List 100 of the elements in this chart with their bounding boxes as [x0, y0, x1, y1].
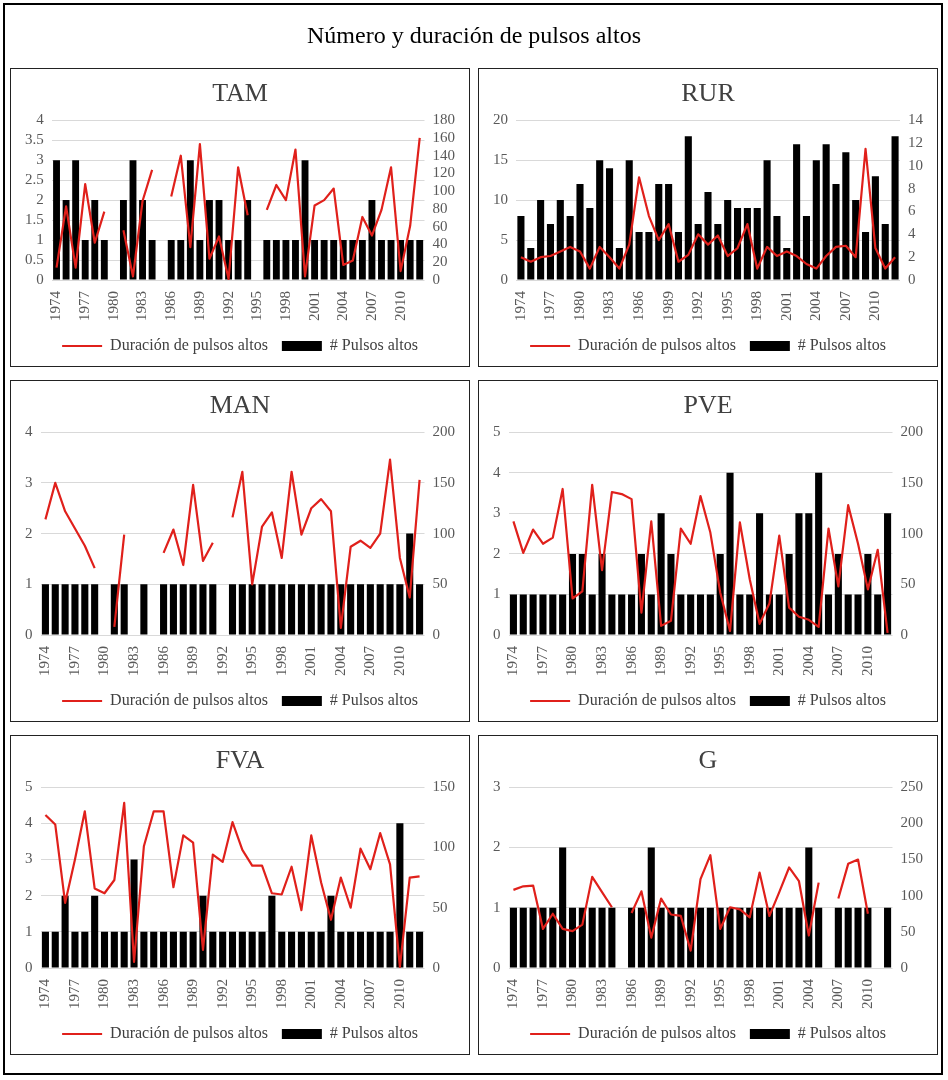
x-tick-label: 1989 [190, 291, 207, 321]
y-tick-label: 1 [25, 575, 33, 592]
x-tick-label: 1995 [243, 979, 260, 1009]
bar [258, 931, 266, 968]
bar [196, 240, 204, 280]
y2-tick-label: 0 [900, 958, 908, 975]
x-tick-label: 2001 [305, 291, 322, 321]
x-tick-label: 2010 [390, 646, 407, 676]
y-tick-label: 10 [493, 191, 508, 208]
bar [854, 594, 862, 635]
y-tick-label: 2.5 [25, 171, 44, 188]
bar [416, 931, 424, 968]
legend-label: # Pulsos altos [329, 336, 418, 354]
bar [861, 232, 870, 280]
x-tick-label: 2007 [829, 645, 846, 676]
bar [537, 200, 545, 280]
bar [347, 931, 355, 968]
bar [842, 152, 850, 280]
x-tick-label: 1983 [600, 291, 617, 321]
bar [724, 200, 732, 280]
bar [376, 931, 384, 968]
y2-tick-label: 6 [908, 202, 916, 219]
bar [71, 931, 79, 968]
bar [248, 931, 256, 968]
bar [160, 931, 168, 968]
x-tick-label: 1977 [76, 290, 93, 321]
bar [677, 594, 685, 635]
bar [337, 931, 345, 968]
y2-tick-label: 0 [432, 958, 440, 975]
bar [150, 931, 158, 968]
bar [608, 594, 616, 635]
y-tick-label: 5 [500, 230, 508, 247]
y2-tick-label: 10 [908, 156, 923, 173]
legend-label: Duración de pulsos altos [578, 1024, 736, 1043]
x-tick-label: 1992 [681, 979, 698, 1009]
y2-tick-label: 20 [432, 253, 448, 270]
bar [566, 216, 574, 280]
x-tick-label: 1974 [511, 290, 528, 321]
bar [320, 240, 328, 280]
y-tick-label: 5 [25, 778, 33, 795]
bar [53, 160, 60, 280]
bar [605, 168, 614, 280]
bar [234, 240, 242, 280]
bar [119, 200, 127, 280]
bar [509, 594, 517, 635]
bar [556, 200, 564, 280]
x-tick-label: 1992 [689, 291, 706, 321]
x-tick-label: 2010 [866, 291, 883, 321]
y-tick-label: 2 [25, 524, 33, 541]
y2-tick-label: 14 [908, 111, 924, 128]
x-tick-label: 1986 [154, 645, 171, 676]
bar [832, 184, 840, 280]
y-tick-label: 2 [36, 191, 44, 208]
x-tick-label: 1977 [65, 645, 82, 676]
x-tick-label: 1989 [659, 291, 676, 321]
y2-tick-label: 50 [900, 575, 916, 592]
x-tick-label: 1998 [740, 979, 757, 1009]
y2-tick-label: 100 [432, 182, 455, 199]
y-tick-label: 4 [25, 423, 33, 440]
y-tick-label: 20 [493, 111, 508, 128]
legend-label: # Pulsos altos [797, 336, 886, 354]
text: Número y duración de pulsos altos [306, 22, 642, 49]
y2-tick-label: 40 [432, 235, 448, 252]
x-tick-label: 1974 [36, 978, 53, 1009]
y2-tick-label: 12 [908, 133, 923, 150]
y2-tick-label: 100 [900, 886, 923, 903]
bar [91, 895, 99, 968]
x-tick-label: 1995 [711, 979, 728, 1009]
bar [815, 472, 823, 635]
bar [292, 240, 299, 280]
bar [812, 160, 820, 280]
x-tick-label: 1989 [184, 979, 201, 1009]
x-tick-label: 2010 [858, 646, 875, 676]
y2-tick-label: 0 [900, 625, 908, 642]
x-tick-label: 2007 [362, 290, 379, 321]
bar [148, 240, 156, 280]
bar [647, 594, 655, 635]
bar [140, 931, 148, 968]
bar [714, 224, 722, 280]
bar [356, 931, 365, 968]
x-tick-label: 1980 [563, 646, 580, 676]
legend-label: # Pulsos altos [329, 1024, 418, 1042]
legend-label: Duración de pulsos altos [578, 691, 736, 710]
bar [244, 200, 252, 280]
bar [51, 931, 59, 968]
bar [874, 594, 882, 635]
y-tick-label: 5 [493, 423, 501, 440]
x-tick-label: 1998 [748, 291, 765, 321]
y-tick-label: 1 [493, 585, 501, 602]
x-tick-label: 1977 [533, 645, 550, 676]
y2-tick-label: 0 [908, 270, 916, 287]
x-tick-label: 1977 [541, 290, 558, 321]
y2-tick-label: 200 [900, 423, 923, 440]
bar [559, 594, 567, 635]
bar [263, 240, 271, 280]
bar [704, 192, 712, 280]
y-tick-label: 0 [493, 958, 501, 975]
legend-label: Duración de pulsos altos [578, 336, 736, 355]
y2-tick-label: 0 [432, 625, 440, 642]
x-tick-label: 1998 [272, 646, 289, 676]
